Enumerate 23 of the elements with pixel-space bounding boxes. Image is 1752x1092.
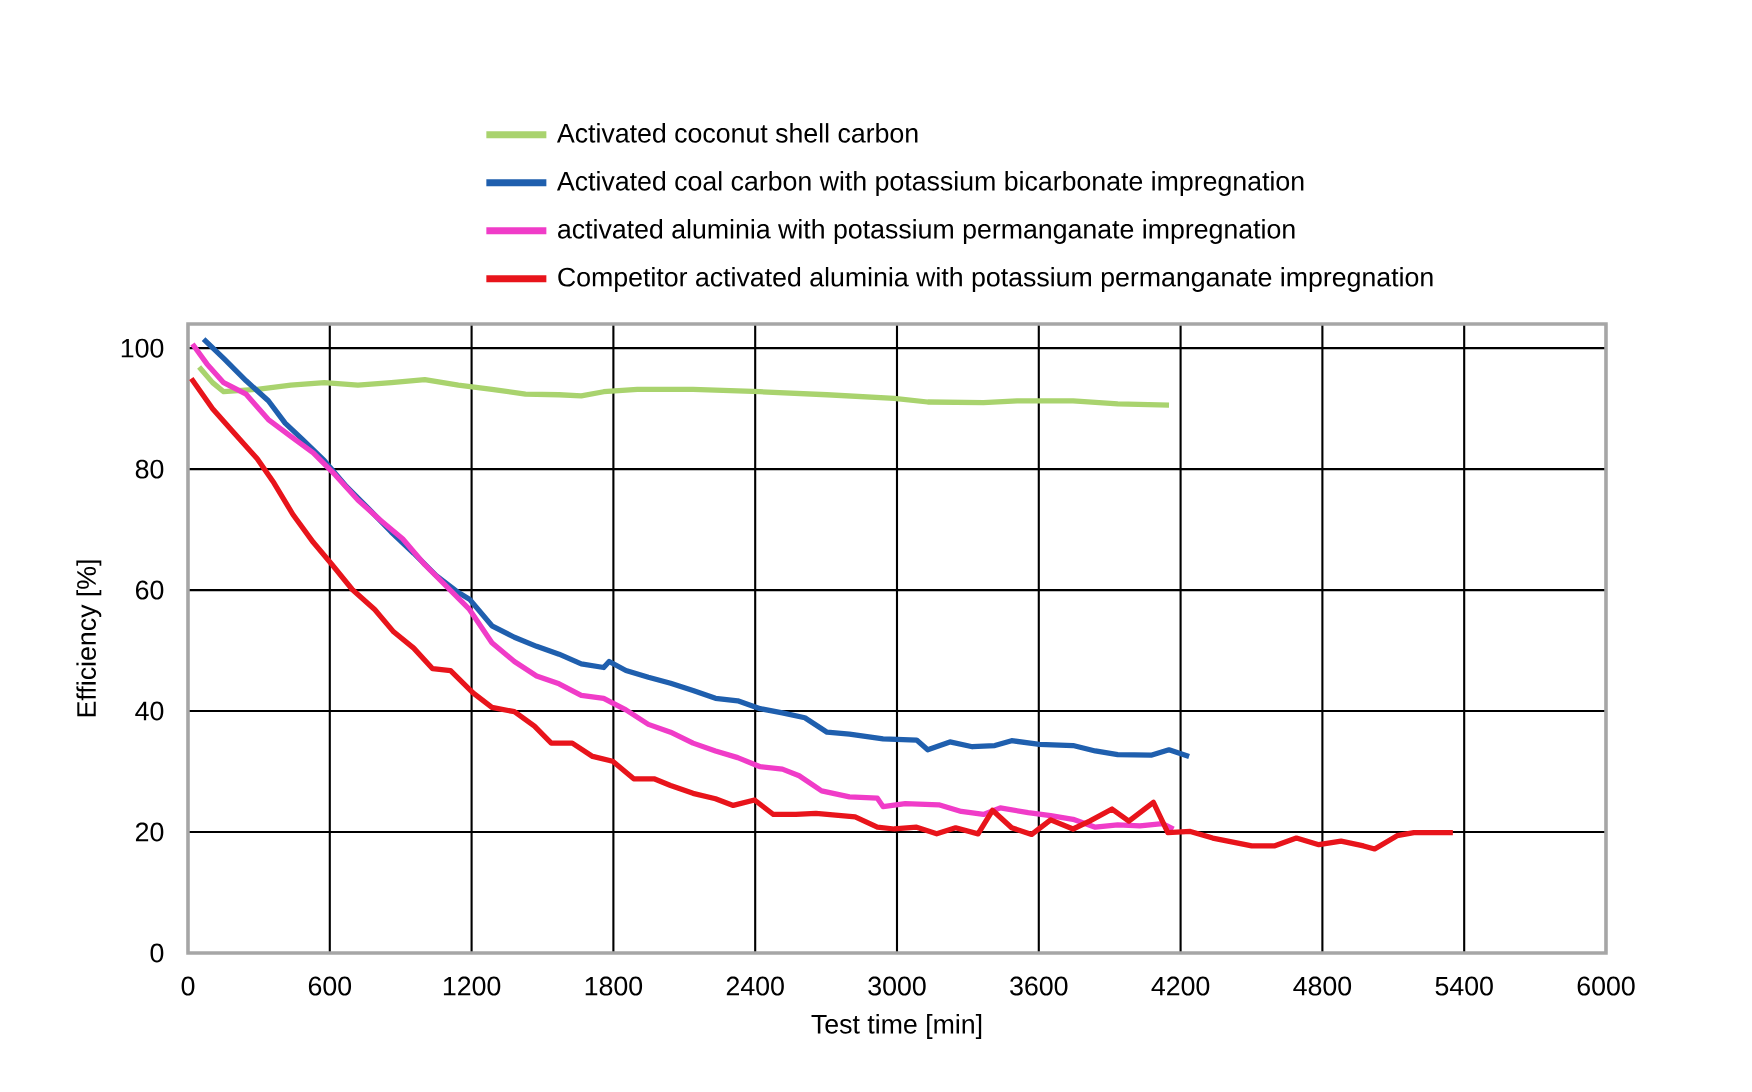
x-axis-title: Test time [min] [811,1014,982,1039]
x-tick-label: 600 [308,976,352,996]
x-tick-label: 5400 [1435,976,1493,996]
x-tick-label: 6000 [1577,976,1635,996]
y-tick-label: 100 [121,338,164,358]
y-tick-label: 20 [135,822,164,842]
x-tick-label: 0 [181,976,195,996]
legend-label: activated aluminia with potassium permanganate impregnation [558,219,1295,244]
legend-label: Activated coconut shell carbon [556,123,918,143]
y-axis-title: Efficiency [%] [76,560,102,717]
y-tick-label: 80 [135,459,164,479]
x-tick-label: 1800 [585,976,643,996]
x-tick-label: 2400 [726,976,784,996]
y-tick-label: 60 [136,580,164,600]
x-tick-label: 3600 [1010,976,1068,996]
x-tick-label: 4800 [1293,976,1352,996]
legend-label: Activated coal carbon with potassium bicarbonate impregnation [556,171,1304,196]
legend-label: Competitor activated aluminia with potassium permanganate impregnation [558,267,1433,292]
x-tick-label: 1200 [443,976,501,996]
x-tick-label: 4200 [1151,976,1210,996]
y-tick-label: 0 [150,943,164,963]
x-tick-label: 3000 [868,976,926,996]
y-tick-label: 40 [135,701,164,721]
